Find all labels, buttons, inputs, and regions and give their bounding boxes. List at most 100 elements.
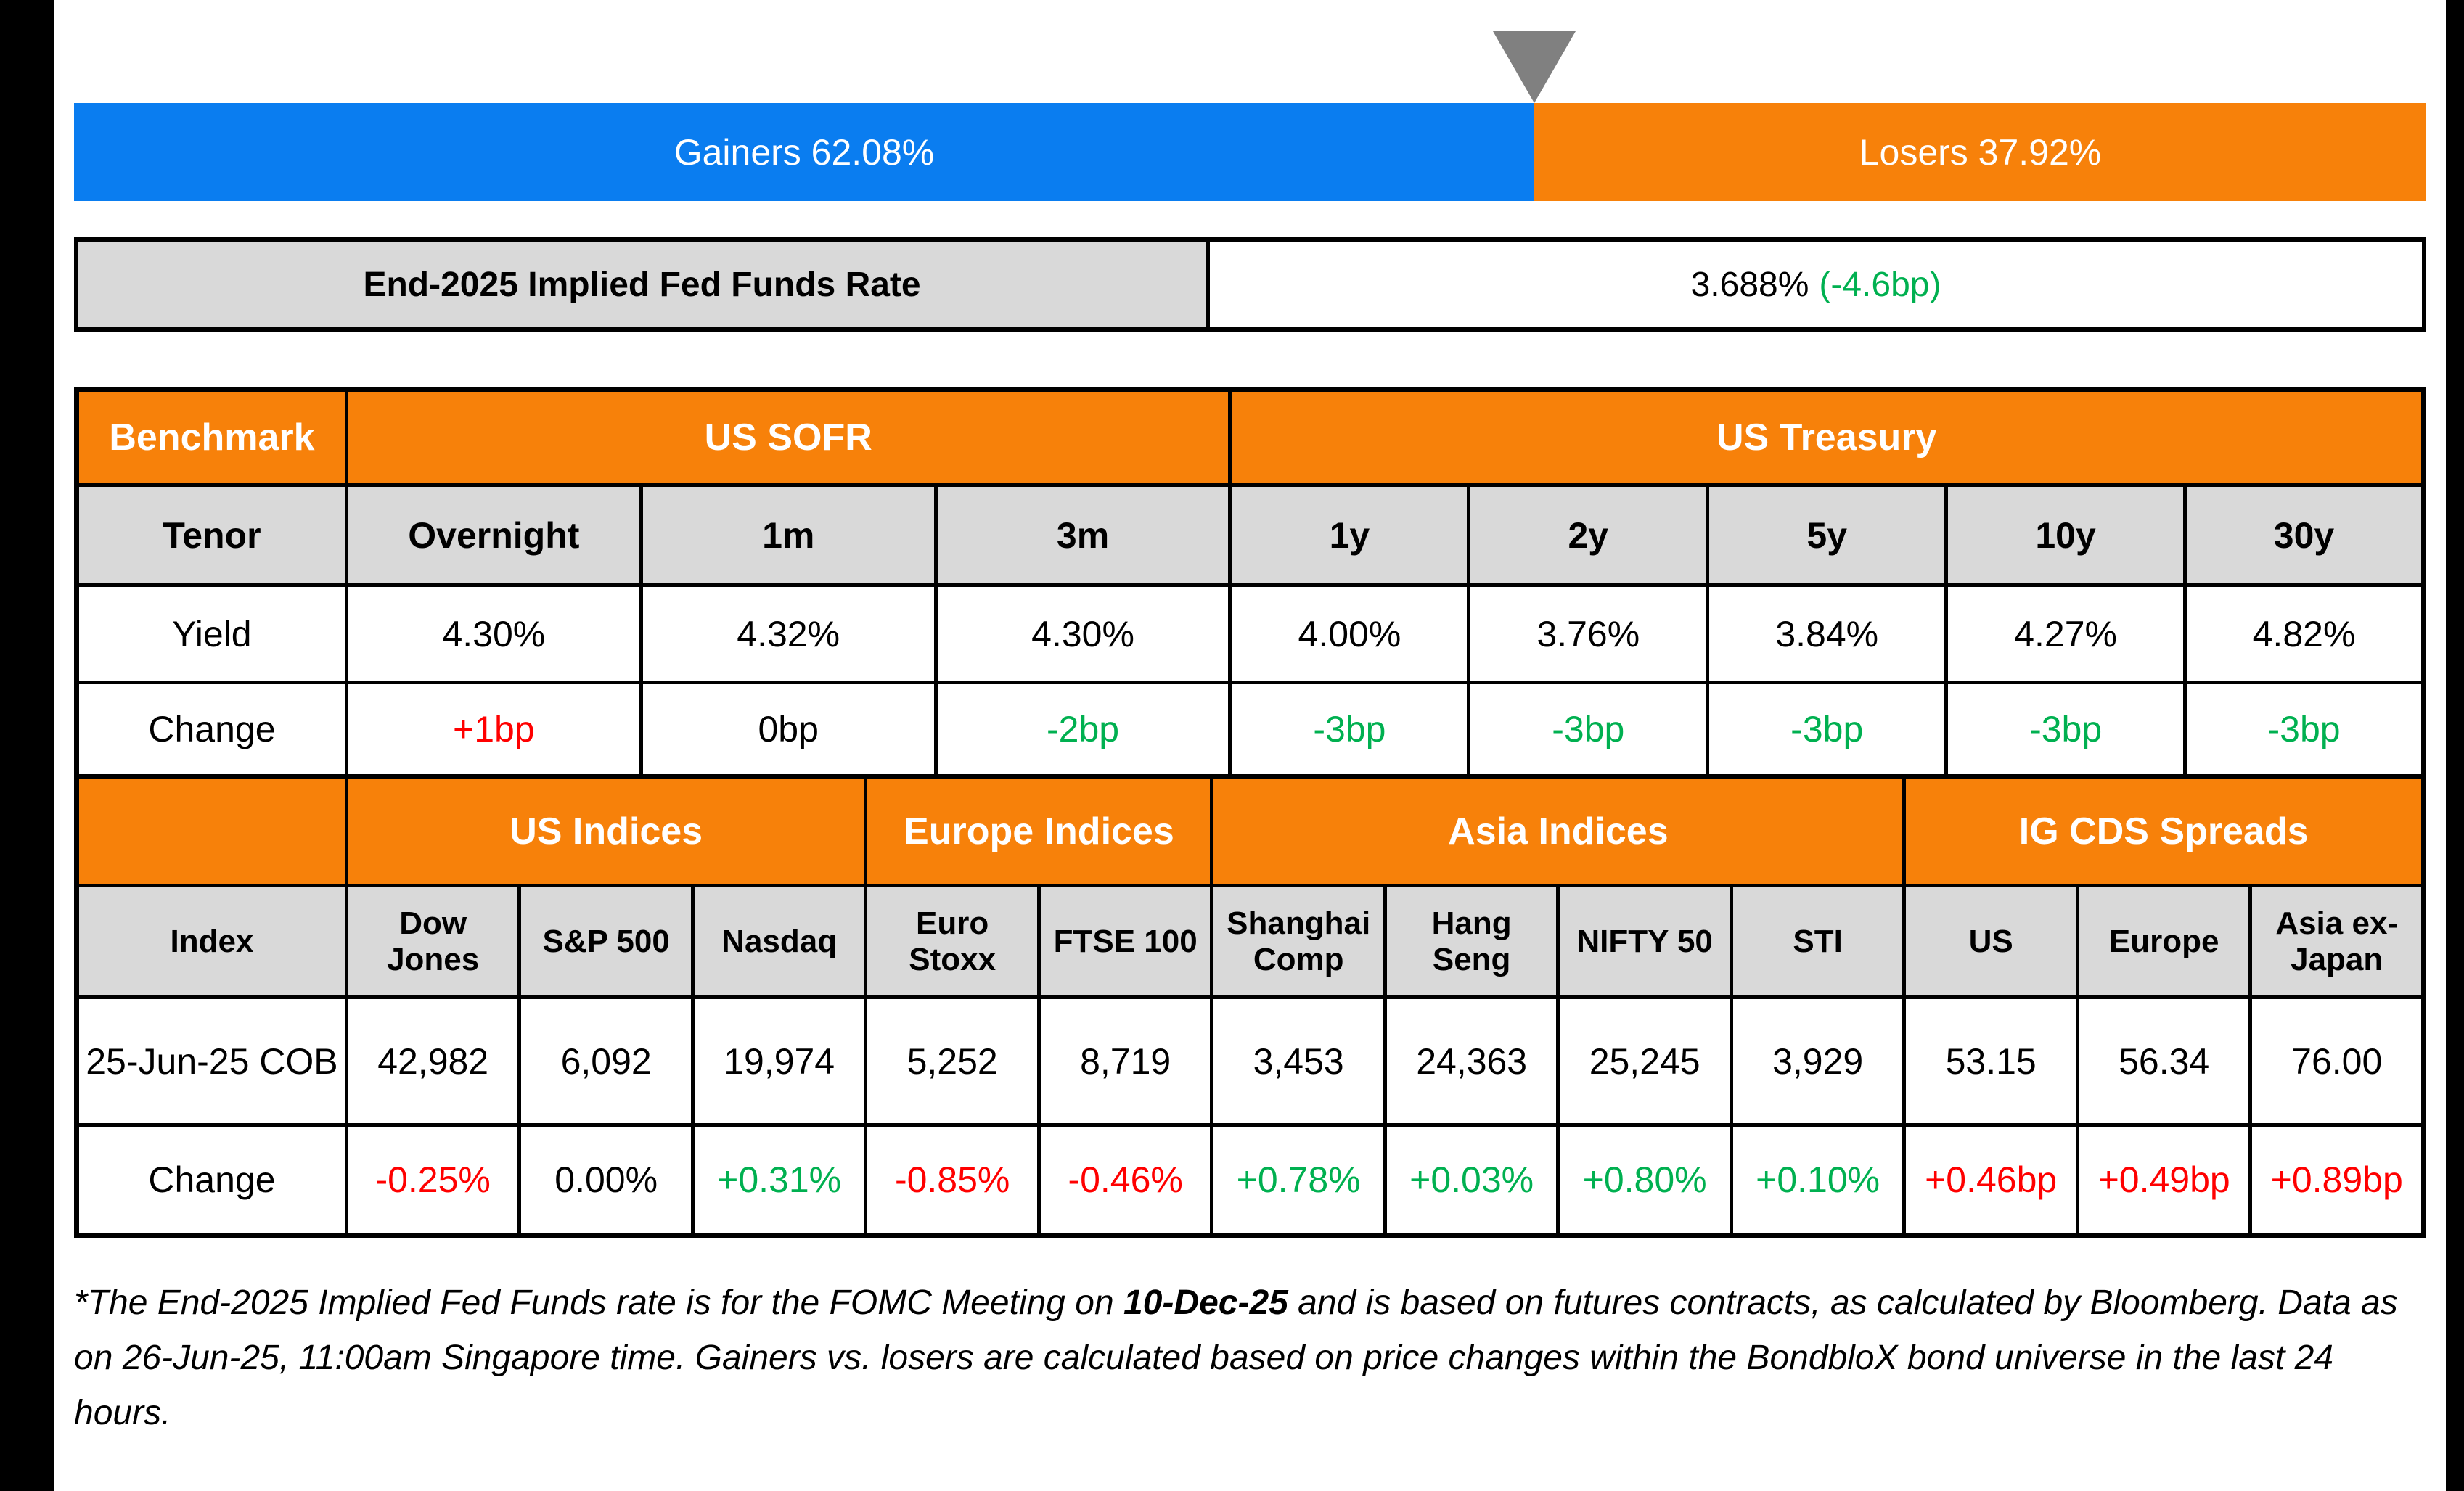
index-name-cell: Asia ex-Japan (2248, 884, 2426, 999)
index-change-cell: +0.03% (1383, 1123, 1560, 1237)
yield-cell: 4.27% (1944, 583, 2187, 684)
cob-value-cell: 24,363 (1383, 995, 1560, 1127)
index-change-cell: +0.78% (1210, 1123, 1387, 1237)
index-change-cell: +0.10% (1729, 1123, 1907, 1237)
group-asia-indices-header: Asia Indices (1210, 775, 1907, 887)
change-cell: -3bp (1228, 681, 1471, 779)
cob-label-cell: 25-Jun-25 COB (75, 995, 348, 1127)
index-name-cell: Hang Seng (1383, 884, 1560, 999)
yield-row: Yield 4.30% 4.32% 4.30% 4.00% 3.76% 3.84… (75, 583, 2426, 684)
index-name-cell: Shanghai Comp (1210, 884, 1387, 999)
yield-cell: 4.30% (933, 583, 1232, 684)
change-cell: -3bp (2183, 681, 2426, 779)
group-europe-indices-header: Europe Indices (864, 775, 1214, 887)
yield-label-cell: Yield (75, 583, 348, 684)
index-name-cell: S&P 500 (517, 884, 695, 999)
index-change-cell: +0.49bp (2075, 1123, 2253, 1237)
fed-funds-label: End-2025 Implied Fed Funds Rate (74, 237, 1211, 332)
footnote: *The End-2025 Implied Fed Funds rate is … (74, 1276, 2426, 1440)
cob-value-cell: 8,719 (1036, 995, 1214, 1127)
index-name-cell: Euro Stoxx (864, 884, 1041, 999)
tenor-cell: 10y (1944, 483, 2187, 587)
tenor-cell: Overnight (344, 483, 643, 587)
indices-table: US Indices Europe Indices Asia Indices I… (74, 774, 2426, 1238)
tenor-cell: 1y (1228, 483, 1471, 587)
yield-cell: 4.32% (639, 583, 938, 684)
content-area: Gainers 62.08% Losers 37.92% End-2025 Im… (74, 0, 2426, 1440)
benchmark-table: Benchmark US SOFR US Treasury Tenor Over… (74, 387, 2426, 779)
index-name-cell: Nasdaq (690, 884, 868, 999)
cob-value-cell: 6,092 (517, 995, 695, 1127)
gainers-losers-marker-icon (1493, 31, 1576, 103)
change-label-cell: Change (75, 681, 348, 779)
cob-value-cell: 53.15 (1902, 995, 2079, 1127)
index-change-cell: -0.25% (344, 1123, 522, 1237)
index-change-cell: +0.46bp (1902, 1123, 2079, 1237)
right-black-strip (2446, 0, 2464, 1491)
index-change-cell: +0.31% (690, 1123, 868, 1237)
change-cell: -3bp (1944, 681, 2187, 779)
group-us-sofr-header: US SOFR (344, 387, 1232, 487)
benchmark-corner-cell: Benchmark (75, 387, 348, 487)
cob-value-cell: 19,974 (690, 995, 868, 1127)
index-name-cell: US (1902, 884, 2079, 999)
footnote-bold-date: 10-Dec-25 (1123, 1283, 1288, 1322)
tenor-label-cell: Tenor (75, 483, 348, 587)
index-name-cell: Europe (2075, 884, 2253, 999)
footnote-part2: and is based on futures contracts, as ca… (74, 1283, 2398, 1432)
yield-cell: 4.00% (1228, 583, 1471, 684)
footnote-part1: *The End-2025 Implied Fed Funds rate is … (74, 1283, 1124, 1322)
tenor-cell: 30y (2183, 483, 2426, 587)
index-name-cell: Dow Jones (344, 884, 522, 999)
index-change-cell: 0.00% (517, 1123, 695, 1237)
index-change-cell: +0.89bp (2248, 1123, 2426, 1237)
index-name-cell: FTSE 100 (1036, 884, 1214, 999)
fed-funds-change: (-4.6bp) (1819, 265, 1941, 304)
index-change-cell: +0.80% (1556, 1123, 1733, 1237)
tenor-cell: 5y (1706, 483, 1949, 587)
fed-funds-rate: 3.688% (1690, 265, 1809, 304)
marker-zone (74, 0, 2426, 103)
index-name-cell: NIFTY 50 (1556, 884, 1733, 999)
change-cell: -3bp (1706, 681, 1949, 779)
losers-segment: Losers 37.92% (1534, 103, 2426, 201)
cob-row: 25-Jun-25 COB 42,982 6,092 19,974 5,252 … (75, 995, 2426, 1127)
yield-cell: 3.84% (1706, 583, 1949, 684)
tenor-cell: 2y (1467, 483, 1710, 587)
cob-value-cell: 76.00 (2248, 995, 2426, 1127)
fed-funds-value-cell: 3.688% (-4.6bp) (1206, 237, 2426, 332)
tenor-cell: 3m (933, 483, 1232, 587)
group-us-indices-header: US Indices (344, 775, 868, 887)
cob-value-cell: 5,252 (864, 995, 1041, 1127)
cob-value-cell: 42,982 (344, 995, 522, 1127)
change-cell: +1bp (344, 681, 643, 779)
gainers-segment: Gainers 62.08% (74, 103, 1534, 201)
tenor-row: Tenor Overnight 1m 3m 1y 2y 5y 10y 30y (75, 483, 2426, 587)
index-name-cell: STI (1729, 884, 1907, 999)
cob-value-cell: 56.34 (2075, 995, 2253, 1127)
change-cell: -3bp (1467, 681, 1710, 779)
group-ig-cds-header: IG CDS Spreads (1902, 775, 2426, 887)
gainers-label: Gainers 62.08% (674, 131, 935, 173)
yield-cell: 3.76% (1467, 583, 1710, 684)
benchmark-group-row: Benchmark US SOFR US Treasury (75, 387, 2426, 487)
benchmark-change-row: Change +1bp 0bp -2bp -3bp -3bp -3bp -3bp… (75, 681, 2426, 779)
indices-change-label-cell: Change (75, 1123, 348, 1237)
index-label-cell: Index (75, 884, 348, 999)
index-name-row: Index Dow Jones S&P 500 Nasdaq Euro Stox… (75, 884, 2426, 999)
change-cell: 0bp (639, 681, 938, 779)
gainers-losers-bar: Gainers 62.08% Losers 37.92% (74, 103, 2426, 201)
yield-cell: 4.82% (2183, 583, 2426, 684)
yield-cell: 4.30% (344, 583, 643, 684)
change-cell: -2bp (933, 681, 1232, 779)
index-change-cell: -0.46% (1036, 1123, 1214, 1237)
tenor-cell: 1m (639, 483, 938, 587)
losers-label: Losers 37.92% (1859, 131, 2102, 173)
cob-value-cell: 3,929 (1729, 995, 1907, 1127)
fed-funds-row: End-2025 Implied Fed Funds Rate 3.688% (… (74, 237, 2426, 332)
indices-change-row: Change -0.25% 0.00% +0.31% -0.85% -0.46%… (75, 1123, 2426, 1237)
indices-group-row: US Indices Europe Indices Asia Indices I… (75, 775, 2426, 887)
index-change-cell: -0.85% (864, 1123, 1041, 1237)
left-black-strip (0, 0, 54, 1491)
